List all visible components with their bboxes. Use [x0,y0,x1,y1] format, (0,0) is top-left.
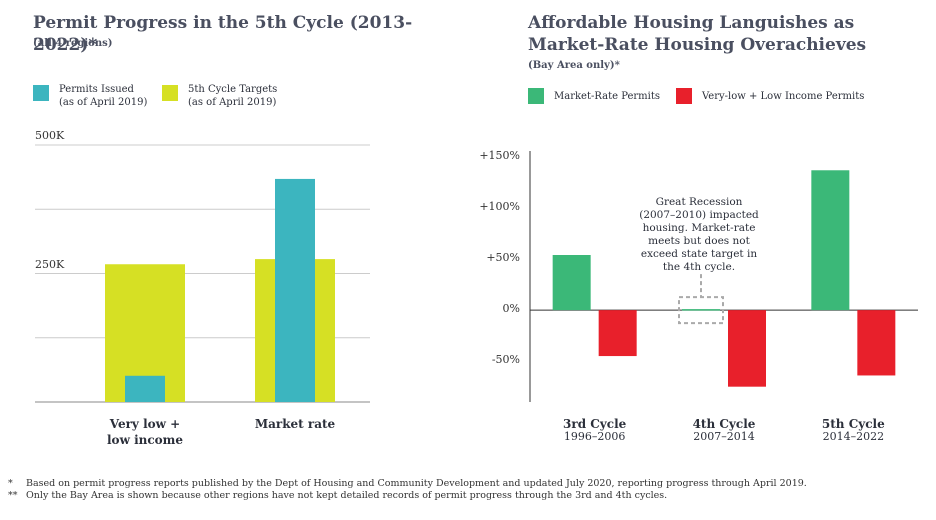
y-tick-label: -50% [491,353,520,367]
bar [598,310,637,357]
chart-title: Permit Progress in the 5th Cycle (2013-2… [33,13,413,55]
legend-label: 5th Cycle Targets [188,84,278,95]
y-tick-label: 0% [502,302,520,316]
x-period-label: 1996–2006 [563,430,626,443]
bar [125,375,165,402]
y-tick-label: 500K [35,129,65,142]
legend-swatch [676,88,692,104]
x-tick-label: 4th Cycle [692,417,756,431]
y-tick-label: +50% [486,251,520,265]
legend-note: (as of April 2019) [188,97,277,108]
y-tick-label: +150% [479,149,520,162]
y-tick-label: 250K [35,257,65,271]
footnote-mark: ** [8,490,18,501]
footnote-mark: * [8,478,13,489]
chart-title: Affordable Housing Languishes as Market-… [528,13,867,55]
legend-swatch [162,85,178,101]
bar [682,309,720,311]
legend-label: Very-low + Low Income Permits [702,91,865,102]
bar [728,310,766,387]
legend-label: Permits Issued [59,84,134,95]
bar [811,170,850,311]
legend-label: Market-Rate Permits [554,91,661,102]
bar [857,310,896,376]
legend-swatch [33,85,49,101]
chart-subtitle: (all 4 regions) [33,38,113,49]
x-period-label: 2014–2022 [822,430,885,443]
x-tick-label: 5th Cycle [821,417,885,431]
legend-note: (as of April 2019) [59,97,148,108]
legend-swatch [528,88,544,104]
x-tick-label: 3rd Cycle [563,417,627,431]
y-tick-label: +100% [479,200,520,214]
x-period-label: 2007–2014 [693,430,755,443]
chart-subtitle: (Bay Area only)* [528,60,620,71]
x-tick-label: Very low + low income [107,417,183,447]
bar [552,255,591,311]
footnote: Based on permit progress reports publish… [26,478,807,489]
annotation: Great Recession (2007–2010) impacted hou… [636,196,762,274]
footnote: Only the Bay Area is shown because other… [26,490,668,501]
bar [275,178,315,402]
x-tick-label: Market rate [254,417,336,431]
